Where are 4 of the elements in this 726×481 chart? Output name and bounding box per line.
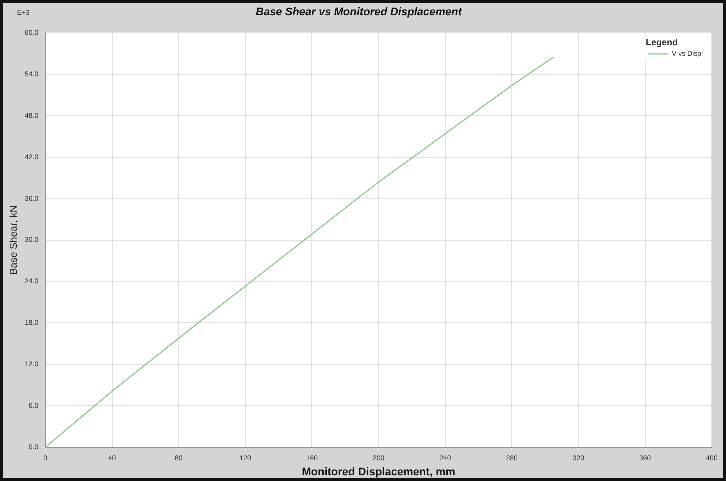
chart-title: Base Shear vs Monitored Displacement — [256, 6, 464, 19]
x-axis-title: Monitored Displacement, mm — [302, 466, 456, 478]
y-axis-title: Base Shear, kN — [8, 206, 20, 276]
legend-title: Legend — [646, 38, 678, 48]
